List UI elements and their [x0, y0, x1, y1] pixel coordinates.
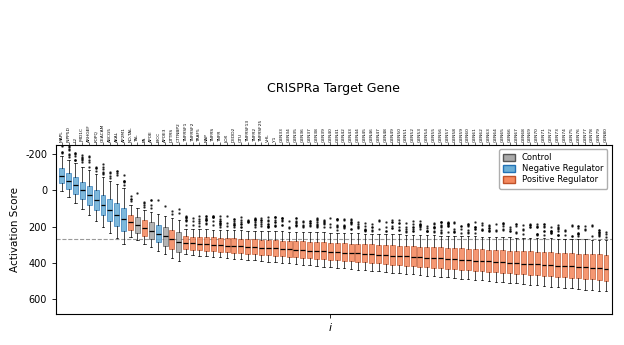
PathPatch shape: [321, 242, 326, 259]
PathPatch shape: [404, 246, 409, 266]
PathPatch shape: [87, 186, 92, 205]
PathPatch shape: [438, 247, 443, 268]
PathPatch shape: [66, 173, 71, 188]
PathPatch shape: [80, 181, 85, 199]
PathPatch shape: [445, 248, 450, 269]
PathPatch shape: [514, 251, 519, 274]
PathPatch shape: [155, 225, 160, 243]
PathPatch shape: [142, 220, 147, 236]
PathPatch shape: [383, 245, 388, 264]
PathPatch shape: [376, 245, 381, 264]
PathPatch shape: [94, 190, 99, 210]
PathPatch shape: [73, 177, 78, 194]
PathPatch shape: [204, 237, 209, 250]
Title: CRISPRa Target Gene: CRISPRa Target Gene: [268, 82, 400, 95]
PathPatch shape: [542, 252, 547, 276]
PathPatch shape: [562, 253, 567, 277]
PathPatch shape: [431, 247, 436, 268]
PathPatch shape: [528, 252, 533, 275]
PathPatch shape: [307, 242, 312, 258]
PathPatch shape: [411, 246, 416, 266]
PathPatch shape: [369, 245, 374, 263]
PathPatch shape: [245, 239, 250, 254]
PathPatch shape: [100, 195, 105, 215]
PathPatch shape: [232, 238, 236, 253]
PathPatch shape: [349, 244, 354, 262]
PathPatch shape: [211, 237, 216, 251]
PathPatch shape: [583, 254, 588, 279]
PathPatch shape: [417, 247, 422, 267]
PathPatch shape: [259, 239, 264, 255]
PathPatch shape: [466, 249, 470, 270]
PathPatch shape: [280, 240, 285, 256]
PathPatch shape: [149, 222, 154, 239]
PathPatch shape: [286, 241, 291, 257]
PathPatch shape: [390, 245, 395, 265]
PathPatch shape: [500, 250, 505, 273]
PathPatch shape: [238, 239, 243, 253]
PathPatch shape: [177, 232, 182, 252]
PathPatch shape: [548, 252, 553, 276]
Y-axis label: Activation Score: Activation Score: [9, 187, 19, 272]
PathPatch shape: [535, 252, 540, 275]
PathPatch shape: [397, 246, 402, 265]
PathPatch shape: [424, 247, 429, 267]
PathPatch shape: [225, 238, 230, 252]
PathPatch shape: [590, 254, 595, 279]
PathPatch shape: [452, 248, 457, 269]
PathPatch shape: [603, 255, 608, 280]
PathPatch shape: [576, 254, 581, 278]
PathPatch shape: [300, 241, 305, 258]
PathPatch shape: [569, 253, 574, 278]
PathPatch shape: [486, 250, 491, 272]
PathPatch shape: [114, 203, 119, 226]
PathPatch shape: [252, 239, 257, 254]
PathPatch shape: [121, 208, 126, 231]
PathPatch shape: [59, 168, 64, 183]
PathPatch shape: [170, 230, 174, 249]
PathPatch shape: [190, 237, 195, 249]
PathPatch shape: [555, 253, 560, 277]
PathPatch shape: [328, 243, 333, 260]
PathPatch shape: [128, 215, 133, 229]
PathPatch shape: [459, 248, 464, 270]
PathPatch shape: [218, 238, 223, 252]
PathPatch shape: [521, 251, 526, 274]
PathPatch shape: [314, 242, 319, 259]
PathPatch shape: [356, 244, 361, 262]
PathPatch shape: [273, 240, 278, 256]
PathPatch shape: [507, 250, 512, 273]
PathPatch shape: [472, 249, 477, 271]
PathPatch shape: [479, 249, 484, 271]
Legend: Control, Negative Regulator, Positive Regulator: Control, Negative Regulator, Positive Re…: [499, 149, 607, 189]
PathPatch shape: [266, 240, 271, 255]
PathPatch shape: [597, 255, 602, 280]
PathPatch shape: [293, 241, 298, 257]
PathPatch shape: [197, 237, 202, 250]
PathPatch shape: [363, 244, 368, 263]
PathPatch shape: [183, 236, 188, 249]
PathPatch shape: [342, 243, 347, 261]
PathPatch shape: [162, 227, 167, 246]
PathPatch shape: [135, 217, 140, 233]
PathPatch shape: [107, 199, 112, 220]
PathPatch shape: [494, 250, 498, 272]
PathPatch shape: [335, 243, 339, 260]
